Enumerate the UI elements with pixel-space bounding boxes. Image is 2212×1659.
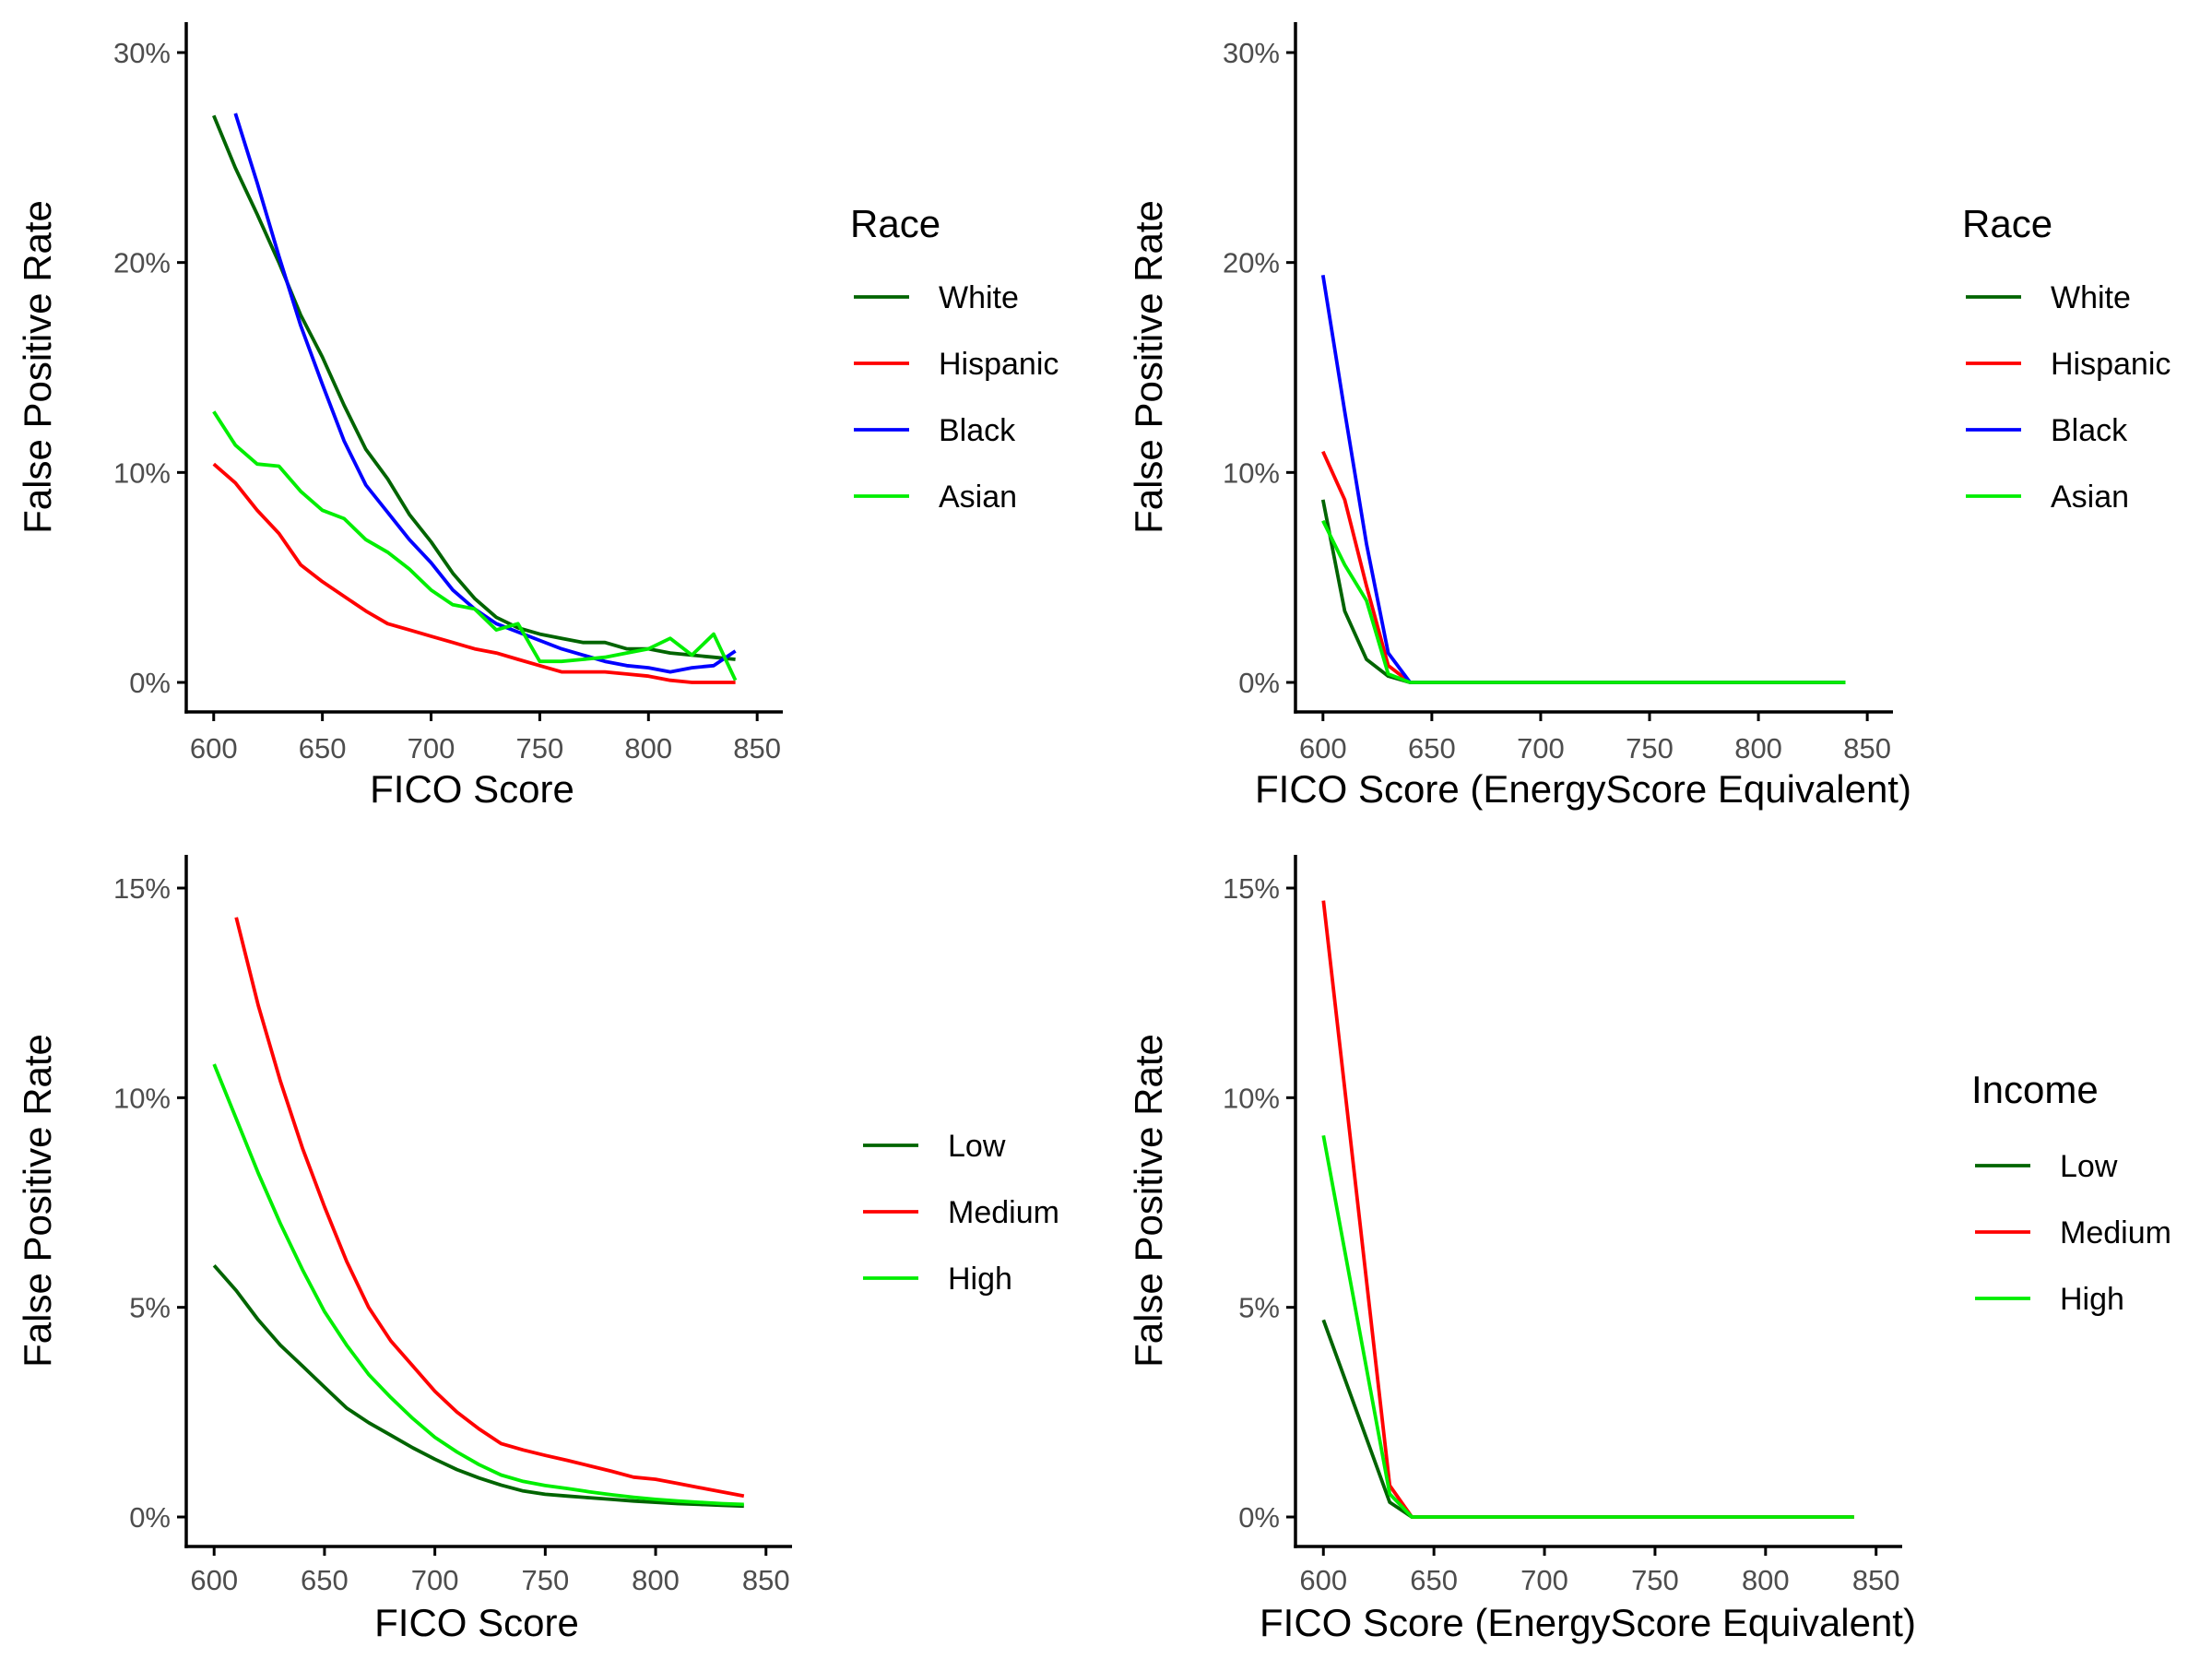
y-axis-title: False Positive Rate — [16, 1034, 59, 1368]
legend-label-high: High — [948, 1262, 1012, 1297]
x-tick-label: 850 — [742, 1564, 790, 1596]
series-line-high — [212, 1063, 744, 1507]
x-tick-label: 750 — [516, 732, 564, 764]
x-tick-label: 600 — [1299, 732, 1347, 764]
x-tick-label: 600 — [190, 732, 238, 764]
y-tick-label: 15% — [113, 872, 171, 905]
x-tick-label: 800 — [624, 732, 672, 764]
legend-label-asian: Asian — [939, 480, 1017, 515]
y-axis-title: False Positive Rate — [1127, 200, 1170, 534]
x-axis-title: FICO Score (EnergyScore Equivalent) — [1260, 1601, 1916, 1644]
series-line-low — [1321, 1319, 1854, 1519]
series-line-hispanic — [212, 462, 736, 684]
legend: Race White Hispanic Black Asian — [1962, 202, 2171, 515]
legend-label-white: White — [2051, 280, 2131, 315]
legend: Low Medium High — [863, 1129, 1059, 1297]
x-tick-label: 700 — [1520, 1564, 1568, 1596]
x-tick-label: 750 — [521, 1564, 569, 1596]
series-line-medium — [234, 917, 745, 1499]
chart-panel-3: 0% 5% 10% 15% 600 650 700 750 800 850 FICO Score Fa… — [16, 855, 1059, 1644]
legend-label-high: High — [2060, 1282, 2124, 1317]
x-tick-label: 700 — [408, 732, 455, 764]
x-tick-label: 800 — [1734, 732, 1782, 764]
y-tick-label: 0% — [1238, 667, 1280, 699]
legend-label-medium: Medium — [2060, 1215, 2171, 1250]
y-tick-label: 20% — [113, 247, 171, 279]
series-line-high — [1321, 1134, 1854, 1519]
legend-label-low: Low — [948, 1129, 1006, 1164]
legend-title: Race — [1962, 202, 2052, 245]
legend-title: Race — [850, 202, 940, 245]
legend: Income Low Medium High — [1971, 1068, 2171, 1317]
legend-label-low: Low — [2060, 1149, 2118, 1184]
legend-label-asian: Asian — [2051, 480, 2129, 515]
y-tick-label: 20% — [1223, 247, 1280, 279]
series-line-hispanic — [1321, 450, 1846, 684]
x-axis-title: FICO Score — [374, 1601, 579, 1644]
x-tick-label: 800 — [632, 1564, 680, 1596]
x-tick-label: 800 — [1742, 1564, 1790, 1596]
x-tick-label: 650 — [1408, 732, 1456, 764]
series-line-white — [212, 114, 736, 661]
x-tick-label: 600 — [190, 1564, 238, 1596]
x-tick-label: 600 — [1299, 1564, 1347, 1596]
y-tick-label: 10% — [113, 456, 171, 489]
series-line-medium — [1321, 900, 1854, 1519]
series-line-white — [1320, 499, 1846, 684]
series-line-low — [212, 1263, 744, 1509]
chart-panel-1: 0% 10% 20% 30% 600 650 700 750 800 850 FICO Score F… — [16, 22, 1059, 811]
x-tick-label: 650 — [301, 1564, 349, 1596]
legend-label-black: Black — [939, 413, 1016, 448]
y-tick-label: 15% — [1223, 872, 1280, 905]
legend-title: Income — [1971, 1068, 2099, 1111]
legend: Race White Hispanic Black Asian — [850, 202, 1059, 515]
y-tick-label: 0% — [129, 667, 171, 699]
x-axis-title: FICO Score — [370, 767, 574, 811]
y-tick-label: 5% — [129, 1292, 171, 1324]
legend-label-medium: Medium — [948, 1195, 1059, 1230]
y-tick-label: 10% — [1223, 1082, 1280, 1114]
series-line-asian — [212, 410, 738, 681]
y-axis-title: False Positive Rate — [1127, 1034, 1170, 1368]
x-tick-label: 650 — [1410, 1564, 1458, 1596]
y-tick-label: 10% — [113, 1082, 171, 1114]
x-tick-label: 850 — [733, 732, 781, 764]
legend-label-hispanic: Hispanic — [2051, 347, 2171, 382]
y-tick-label: 30% — [1223, 37, 1280, 69]
series-line-black — [233, 113, 737, 674]
x-tick-label: 850 — [1843, 732, 1891, 764]
chart-panel-4: 0% 5% 10% 15% 600 650 700 750 800 850 FICO Score (… — [1127, 855, 2171, 1644]
x-axis-title: FICO Score (EnergyScore Equivalent) — [1255, 767, 1911, 811]
x-tick-label: 850 — [1852, 1564, 1900, 1596]
x-tick-label: 650 — [299, 732, 347, 764]
y-tick-label: 5% — [1238, 1292, 1280, 1324]
y-tick-label: 10% — [1223, 456, 1280, 489]
x-tick-label: 700 — [411, 1564, 459, 1596]
y-tick-label: 30% — [113, 37, 171, 69]
series-line-black — [1320, 275, 1846, 684]
x-tick-label: 750 — [1631, 1564, 1679, 1596]
y-tick-label: 0% — [129, 1501, 171, 1534]
legend-label-black: Black — [2051, 413, 2128, 448]
y-axis-title: False Positive Rate — [16, 200, 59, 534]
legend-label-hispanic: Hispanic — [939, 347, 1059, 382]
series-line-asian — [1321, 519, 1846, 684]
y-tick-label: 0% — [1238, 1501, 1280, 1534]
x-tick-label: 700 — [1517, 732, 1565, 764]
x-tick-label: 750 — [1626, 732, 1674, 764]
legend-label-white: White — [939, 280, 1019, 315]
